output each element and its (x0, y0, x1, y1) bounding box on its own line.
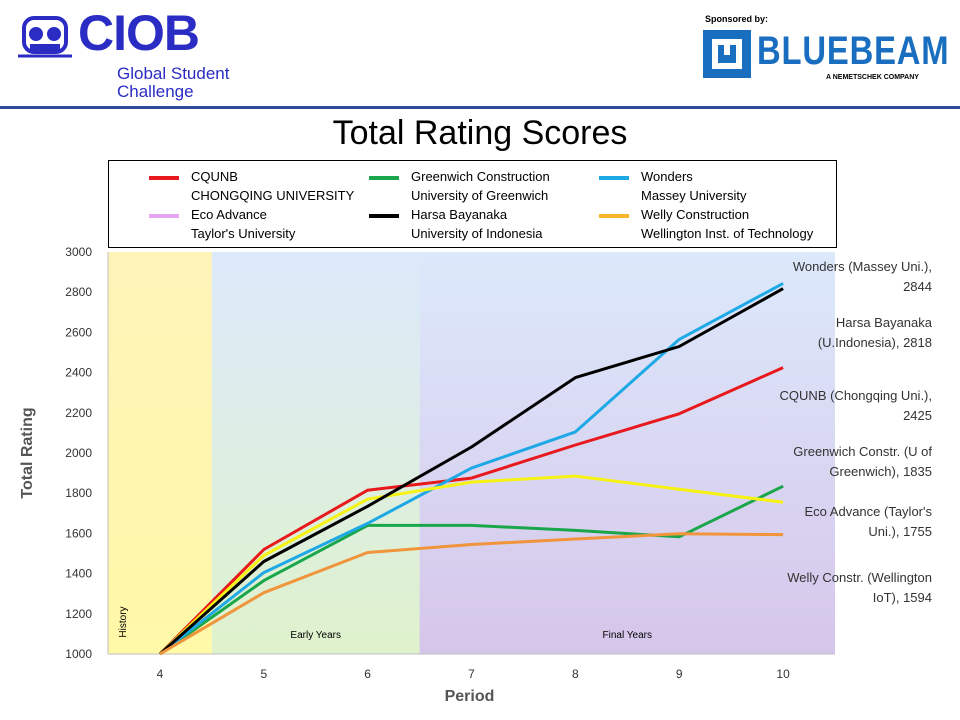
header-divider (0, 106, 960, 109)
series-lines (158, 282, 784, 656)
y-tick-label: 2600 (65, 325, 92, 339)
legend-item: CQUNB CHONGQING UNIVERSITY (191, 167, 354, 205)
legend-item: Eco Advance Taylor's University (191, 205, 295, 243)
y-tick-label: 2200 (65, 406, 92, 420)
legend-swatch (149, 176, 179, 180)
series-line-2 (158, 282, 784, 656)
end-label-line1: Eco Advance (Taylor's (805, 504, 933, 519)
bluebeam-logo-icon (703, 30, 751, 78)
legend-swatch (369, 176, 399, 180)
x-tick-label: 6 (364, 667, 371, 681)
legend-series-name: Greenwich Construction (411, 169, 550, 184)
legend-series-name: CQUNB (191, 169, 238, 184)
ciob-logo-subtitle-line2: Challenge (117, 82, 194, 101)
y-tick-label: 1800 (65, 486, 92, 500)
x-tick-label: 10 (776, 667, 790, 681)
series-line-3 (158, 474, 784, 656)
end-label-line1: Harsa Bayanaka (836, 315, 933, 330)
y-tick-label: 1000 (65, 647, 92, 661)
band-label-1: Early Years (290, 630, 341, 641)
legend-item: Greenwich Construction University of Gree… (411, 167, 550, 205)
legend-swatch (599, 214, 629, 218)
ciob-crest-icon (18, 16, 72, 58)
x-tick-label: 8 (572, 667, 579, 681)
legend-item: Welly Construction Wellington Inst. of Te… (641, 205, 813, 243)
band-label-2: Final Years (603, 630, 652, 641)
chart-labels: History Early Years Final Years Wonders (Ma… (118, 259, 933, 641)
sponsor-label: Sponsored by: (705, 14, 769, 24)
chart-legend: CQUNB CHONGQING UNIVERSITY Eco Advance Tayl… (108, 160, 837, 248)
y-tick-label: 1400 (65, 567, 92, 581)
period-bands (108, 252, 835, 654)
legend-series-name: Eco Advance (191, 207, 267, 222)
legend-item: Harsa Bayanaka University of Indonesia (411, 205, 543, 243)
chart-axes: 1000 1200 1400 1600 1800 2000 2200 2400 2600 2800… (19, 245, 835, 705)
series-line-0 (158, 366, 784, 656)
y-tick-label: 1600 (65, 526, 92, 540)
end-label-line1: CQUNB (Chongqing Uni.), (780, 388, 932, 403)
legend-swatch (369, 214, 399, 218)
y-tick-label: 3000 (65, 245, 92, 259)
legend-swatch (599, 176, 629, 180)
end-label-line1: Welly Constr. (Wellington (787, 570, 932, 585)
series-line-5 (159, 532, 784, 656)
legend-series-subtitle: Wellington Inst. of Technology (641, 226, 814, 241)
end-label-line2: Greenwich), 1835 (829, 464, 932, 479)
chart-title: Total Rating Scores (332, 114, 628, 152)
legend-series-subtitle: CHONGQING UNIVERSITY (191, 188, 355, 203)
band-0 (108, 252, 212, 654)
ciob-logo-text: CIOB (78, 5, 200, 61)
sponsor-name: BLUEBEAM (757, 29, 950, 73)
x-axis-title: Period (445, 688, 495, 705)
y-tick-label: 1200 (65, 607, 92, 621)
y-axis-title: Total Rating (19, 407, 36, 498)
ciob-logo-subtitle-line1: Global Student (117, 64, 230, 83)
x-tick-label: 7 (468, 667, 475, 681)
y-tick-label: 2000 (65, 446, 92, 460)
end-label-line2: 2425 (903, 408, 932, 423)
sponsor-tagline: A NEMETSCHEK COMPANY (826, 74, 919, 81)
series-line-4 (158, 287, 784, 656)
x-tick-label: 9 (676, 667, 683, 681)
legend-series-subtitle: Taylor's University (191, 226, 296, 241)
legend-item: Wonders Massey University (641, 167, 746, 205)
band-2 (419, 252, 835, 654)
legend-series-name: Welly Construction (641, 207, 750, 222)
legend-swatch (149, 214, 179, 218)
end-label-line2: IoT), 1594 (873, 590, 932, 605)
legend-series-name: Wonders (641, 169, 693, 184)
legend-series-subtitle: University of Indonesia (411, 226, 543, 241)
band-label-history: History (118, 606, 129, 637)
legend-series-subtitle: Massey University (641, 188, 747, 203)
end-label-line2: (U.Indonesia), 2818 (818, 335, 932, 350)
y-tick-label: 2400 (65, 366, 92, 380)
end-label-line1: Greenwich Constr. (U of (793, 444, 932, 459)
end-label-line2: 2844 (903, 279, 932, 294)
legend-series-name: Harsa Bayanaka (411, 207, 508, 222)
x-tick-label: 5 (260, 667, 267, 681)
end-label-line1: Wonders (Massey Uni.), (793, 259, 932, 274)
x-tick-label: 4 (157, 667, 164, 681)
y-tick-label: 2800 (65, 285, 92, 299)
end-label-line2: Uni.), 1755 (868, 524, 932, 539)
legend-series-subtitle: University of Greenwich (411, 188, 549, 203)
series-line-1 (159, 484, 784, 656)
